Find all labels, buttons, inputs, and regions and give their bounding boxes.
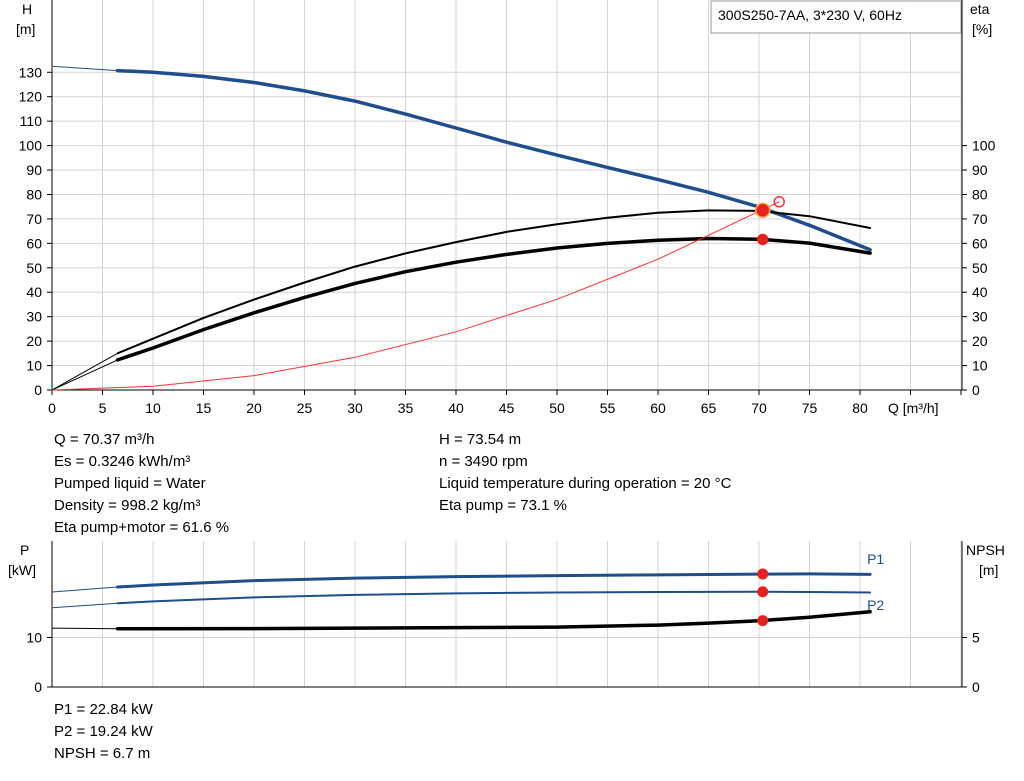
y-axis-unit-left: [kW] [8, 562, 36, 578]
tick-label-x: 40 [448, 400, 464, 416]
tick-label-left: 130 [19, 64, 43, 80]
series-extension [51, 352, 119, 391]
tick-label-right: 10 [972, 358, 988, 374]
y-axis-label-left: P [20, 542, 29, 558]
info-temp: Liquid temperature during operation = 20… [439, 475, 732, 492]
tick-label-left: 30 [26, 309, 42, 325]
series-label-p1: P1 [867, 551, 884, 567]
tick-label-left: 60 [26, 235, 42, 251]
tick-label-x: 20 [246, 400, 262, 416]
tick-label-x: 60 [650, 400, 666, 416]
tick-label-right: 80 [972, 186, 988, 202]
chart-title: 300S250-7AA, 3*230 V, 60Hz [718, 7, 902, 23]
tick-label-right: 0 [972, 382, 980, 398]
info-eta-pump: Eta pump = 73.1 % [439, 497, 567, 514]
series-line-2 [115, 236, 872, 362]
tick-label-left: 10 [26, 630, 42, 646]
series-extension [51, 65, 119, 72]
info-n: n = 3490 rpm [439, 453, 528, 470]
tick-label-right: 40 [972, 284, 988, 300]
tick-label-right: 60 [972, 235, 988, 251]
series-extension [51, 586, 119, 593]
series-extension [51, 602, 119, 609]
tick-label-x: 70 [751, 400, 767, 416]
tick-label-x: 30 [347, 400, 363, 416]
tick-label-left: 110 [20, 113, 43, 129]
tick-label-left: 50 [26, 260, 42, 276]
tick-label-right: 70 [972, 211, 988, 227]
tick-label-right: 50 [972, 260, 988, 276]
tick-label-right: 30 [972, 309, 988, 325]
tick-label-left: 90 [26, 162, 42, 178]
info-npsh: NPSH = 6.7 m [54, 745, 151, 762]
info-p2: P2 = 19.24 kW [54, 723, 153, 740]
operating-point-marker [757, 615, 769, 627]
series-line-1 [116, 209, 872, 355]
series-label-p2: P2 [867, 597, 884, 613]
tick-label-left: 100 [19, 138, 43, 154]
operating-point-marker [754, 202, 771, 219]
power-series-line-0 [116, 572, 872, 589]
info-density: Density = 998.2 kg/m³ [54, 497, 201, 514]
y-axis-unit-left: [m] [16, 21, 35, 37]
info-left: Q = 70.37 m³/h Es = 0.3246 kWh/m³ Pumped… [54, 429, 229, 539]
y-axis-unit-right: [m] [979, 562, 998, 578]
operating-point-marker [756, 233, 769, 246]
info-p1: P1 = 22.84 kW [54, 701, 153, 718]
tick-label-left: 80 [26, 186, 42, 202]
tick-label-left: 70 [26, 211, 42, 227]
y-axis-label-right: eta [970, 1, 990, 17]
tick-label-right: 5 [972, 630, 980, 646]
power-series-line-1 [116, 590, 872, 605]
tick-label-left: 0 [34, 382, 42, 398]
info-power: P1 = 22.84 kW P2 = 19.24 kW NPSH = 6.7 m [54, 699, 153, 765]
tick-label-x: 75 [802, 400, 818, 416]
series-line-0 [115, 68, 872, 252]
info-h: H = 73.54 m [439, 431, 522, 448]
tick-label-x: 50 [549, 400, 565, 416]
tick-label-x: 5 [99, 400, 107, 416]
series-line-3 [51, 201, 780, 391]
tick-label-left: 20 [26, 333, 42, 349]
tick-label-right: 100 [972, 138, 996, 154]
tick-label-x: 55 [600, 400, 616, 416]
power-series-line-2 [115, 610, 872, 631]
tick-label-x: 65 [701, 400, 717, 416]
tick-label-x: 80 [852, 400, 868, 416]
operating-point-marker [757, 568, 769, 580]
info-right: H = 73.54 m n = 3490 rpm Liquid temperat… [439, 429, 731, 517]
tick-label-left: 40 [26, 284, 42, 300]
operating-point-marker [757, 586, 769, 598]
tick-label-right: 90 [972, 162, 988, 178]
tick-label-x: 45 [499, 400, 515, 416]
title-box [710, 0, 962, 34]
info-es: Es = 0.3246 kWh/m³ [54, 453, 191, 470]
tick-label-left: 10 [26, 358, 42, 374]
tick-label-x: 10 [145, 400, 161, 416]
info-eta-total: Eta pump+motor = 61.6 % [54, 519, 230, 536]
tick-label-left: 120 [19, 89, 43, 105]
tick-label-right: 0 [972, 679, 980, 695]
tick-label-x: 35 [398, 400, 414, 416]
y-axis-label-left: H [22, 1, 32, 17]
info-liquid: Pumped liquid = Water [54, 475, 206, 492]
tick-label-left: 0 [34, 679, 42, 695]
tick-label-x: 0 [48, 400, 56, 416]
info-q: Q = 70.37 m³/h [54, 431, 155, 448]
y-axis-label-right: NPSH [966, 542, 1005, 558]
series-extension [51, 359, 119, 391]
x-axis-label: Q [m³/h] [888, 400, 939, 416]
operating-point-marker [773, 196, 785, 208]
tick-label-x: 25 [297, 400, 313, 416]
y-axis-unit-right: [%] [972, 21, 992, 37]
tick-label-x: 15 [196, 400, 212, 416]
series-extension [51, 627, 119, 630]
tick-label-right: 20 [972, 333, 988, 349]
